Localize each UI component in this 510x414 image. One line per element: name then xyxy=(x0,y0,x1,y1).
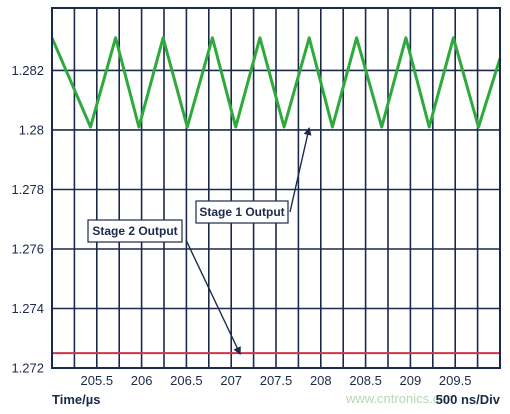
plot-frame xyxy=(51,7,501,369)
x-tick-label: 209 xyxy=(400,373,422,388)
x-tick-label: 206.5 xyxy=(170,373,203,388)
callout-box xyxy=(195,200,289,224)
series-layer xyxy=(50,36,502,355)
x-tick-label: 207 xyxy=(220,373,242,388)
callout-label: Stage 1 Output xyxy=(199,205,284,219)
callout-stage-1-output: Stage 1 Output xyxy=(195,127,312,224)
y-tick-label: 1.278 xyxy=(11,182,44,197)
callout-arrow xyxy=(185,239,241,356)
y-tick-label: 1.274 xyxy=(11,301,44,316)
annotations: Stage 1 Output Stage 2 Output xyxy=(87,127,312,356)
x-scale-label: 500 ns/Div xyxy=(436,392,501,407)
grid xyxy=(52,8,500,369)
watermark: www.cntronics.com xyxy=(345,391,457,406)
x-tick-label: 206 xyxy=(131,373,153,388)
y-axis-ticks: 1.272 1.274 1.276 1.278 1.28 1.282 xyxy=(11,63,44,376)
y-tick-label: 1.28 xyxy=(19,122,44,137)
y-tick-label: 1.282 xyxy=(11,63,44,78)
callout-label: Stage 2 Output xyxy=(92,224,177,238)
x-tick-label: 209.5 xyxy=(439,373,472,388)
x-tick-label: 208.5 xyxy=(349,373,382,388)
x-tick-label: 207.5 xyxy=(260,373,293,388)
callout-arrow xyxy=(289,127,312,213)
callout-stage-2-output: Stage 2 Output xyxy=(87,219,241,356)
y-tick-label: 1.272 xyxy=(11,361,44,376)
callout-box xyxy=(87,219,183,243)
x-tick-label: 208 xyxy=(310,373,332,388)
y-tick-label: 1.276 xyxy=(11,241,44,256)
x-axis-title: Time/µs xyxy=(52,392,100,407)
x-tick-label: 205.5 xyxy=(81,373,114,388)
x-axis-ticks: 205.5 206 206.5 207 207.5 208 208.5 209 209.5 xyxy=(81,373,472,388)
series-line-stage-1-output xyxy=(50,36,502,129)
